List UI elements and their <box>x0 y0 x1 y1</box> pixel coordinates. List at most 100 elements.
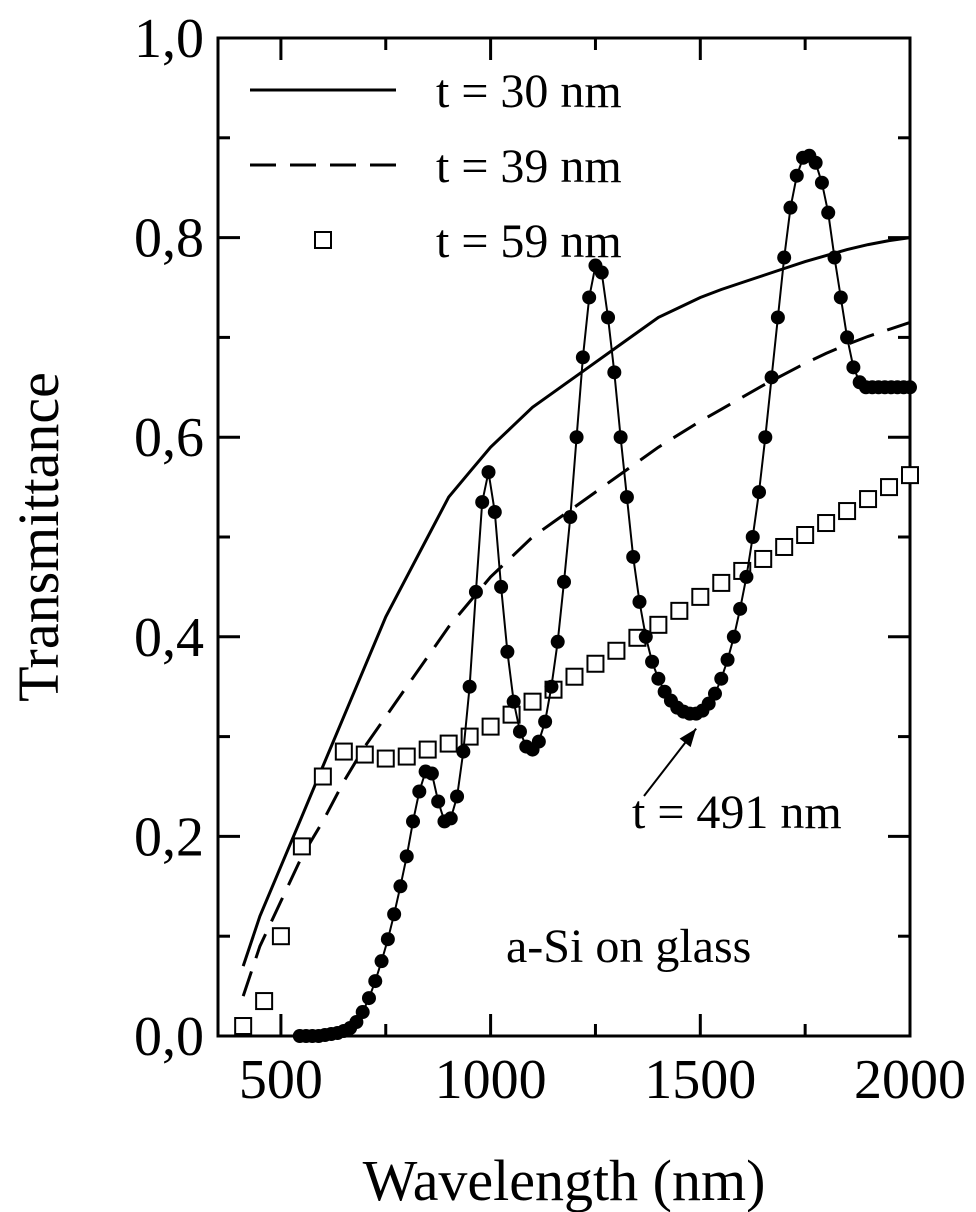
data-point-t-491nm <box>840 330 855 345</box>
data-point-t-59nm <box>691 587 710 606</box>
data-point-t-59nm <box>607 641 626 660</box>
data-point-t-491nm <box>550 634 565 649</box>
axis-tick-labels: 500 1000 1500 2000 0,0 0,2 0,4 0,6 0,8 1,0 <box>134 8 966 1111</box>
legend-label: t = 59 nm <box>436 215 622 268</box>
data-point-t-491nm <box>594 265 609 280</box>
data-point-t-491nm <box>361 991 376 1006</box>
data-point-t-491nm <box>808 155 823 170</box>
data-point-t-59nm <box>271 927 290 946</box>
data-point-t-491nm <box>569 430 584 445</box>
data-point-t-59nm <box>670 601 689 620</box>
data-point-t-491nm <box>714 671 729 686</box>
legend-swatch-t-59nm <box>314 231 332 249</box>
data-point-t-59nm <box>754 549 773 568</box>
data-point-t-491nm <box>462 679 477 694</box>
data-point-t-491nm <box>538 714 553 729</box>
data-point-t-491nm <box>544 679 559 694</box>
legend-label: t = 30 nm <box>436 65 622 118</box>
data-point-t-491nm <box>752 485 767 500</box>
x-tick-label: 2000 <box>854 1049 966 1111</box>
data-point-t-491nm <box>582 290 597 305</box>
x-tick-label: 1000 <box>435 1049 547 1111</box>
data-point-t-59nm <box>234 1017 253 1036</box>
data-point-t-491nm <box>506 694 521 709</box>
data-point-t-491nm <box>374 954 389 969</box>
data-point-t-491nm <box>424 766 439 781</box>
legend: t = 30 nm t = 39 nm t = 59 nm <box>250 65 622 268</box>
data-point-t-491nm <box>758 430 773 445</box>
data-point-t-59nm <box>859 490 878 509</box>
data-point-t-491nm <box>500 644 515 659</box>
data-point-t-491nm <box>494 579 509 594</box>
data-point-t-59nm <box>397 747 416 766</box>
data-point-t-491nm <box>726 629 741 644</box>
data-point-t-491nm <box>468 584 483 599</box>
data-point-t-59nm <box>565 667 584 686</box>
data-point-t-491nm <box>563 510 578 525</box>
data-point-t-491nm <box>450 789 465 804</box>
data-point-t-491nm <box>777 250 792 265</box>
data-point-t-59nm <box>712 573 731 592</box>
data-point-t-59nm <box>418 740 437 759</box>
data-point-t-491nm <box>651 671 666 686</box>
data-point-t-491nm <box>475 495 490 510</box>
data-point-t-491nm <box>619 490 634 505</box>
data-point-t-491nm <box>789 168 804 183</box>
data-point-t-491nm <box>783 200 798 215</box>
data-point-t-59nm <box>838 502 857 521</box>
data-point-t-491nm <box>349 1015 364 1030</box>
data-point-t-491nm <box>821 205 836 220</box>
data-point-t-491nm <box>481 465 496 480</box>
data-point-t-491nm <box>846 360 861 375</box>
data-point-t-59nm <box>334 742 353 761</box>
data-point-t-491nm <box>638 629 653 644</box>
data-point-t-491nm <box>745 530 760 544</box>
y-tick-label: 1,0 <box>134 8 204 70</box>
y-tick-label: 0,2 <box>134 806 204 868</box>
x-tick-label: 500 <box>239 1049 323 1111</box>
data-point-t-491nm <box>387 907 402 922</box>
data-point-t-491nm <box>645 654 660 669</box>
data-point-t-491nm <box>531 734 546 749</box>
data-point-t-491nm <box>399 849 414 864</box>
data-point-t-59nm <box>355 745 374 764</box>
data-point-t-491nm <box>368 974 383 989</box>
y-tick-label: 0,4 <box>134 607 204 669</box>
data-point-t-491nm <box>575 350 590 365</box>
x-tick-label: 1500 <box>644 1049 756 1111</box>
data-point-t-491nm <box>764 370 779 385</box>
data-point-t-491nm <box>707 686 722 701</box>
y-axis-title: Transmittance <box>6 372 71 702</box>
data-point-t-491nm <box>814 175 829 190</box>
data-point-t-491nm <box>733 601 748 616</box>
data-point-t-59nm <box>523 692 542 711</box>
data-point-t-491nm <box>739 569 754 584</box>
annotations: t = 491 nm a-Si on glass <box>506 728 842 973</box>
annotation-t-491: t = 491 nm <box>632 786 842 839</box>
legend-label: t = 39 nm <box>436 140 622 193</box>
data-point-t-491nm <box>626 549 641 564</box>
annotation-arrow-head <box>679 728 697 748</box>
y-tick-label: 0,0 <box>134 1006 204 1068</box>
data-point-t-491nm <box>903 380 917 395</box>
series-line-t-491nm <box>299 154 910 1037</box>
data-point-t-59nm <box>880 478 899 497</box>
data-point-t-491nm <box>827 250 842 265</box>
data-point-t-59nm <box>649 615 668 634</box>
data-point-t-491nm <box>456 744 471 759</box>
series-layer <box>234 148 919 1043</box>
data-point-t-491nm <box>355 1005 370 1020</box>
x-axis-title: Wavelength (nm) <box>363 1148 766 1212</box>
data-point-t-491nm <box>406 814 421 829</box>
data-point-t-491nm <box>770 310 785 325</box>
data-point-t-491nm <box>443 811 458 826</box>
data-point-t-59nm <box>292 837 311 856</box>
data-point-t-491nm <box>380 932 395 947</box>
series-line-t-39nm <box>241 320 911 997</box>
data-point-t-491nm <box>512 724 527 739</box>
data-point-t-59nm <box>586 654 605 673</box>
data-point-t-491nm <box>557 574 571 589</box>
data-point-t-491nm <box>613 430 628 445</box>
data-point-t-491nm <box>393 879 408 894</box>
